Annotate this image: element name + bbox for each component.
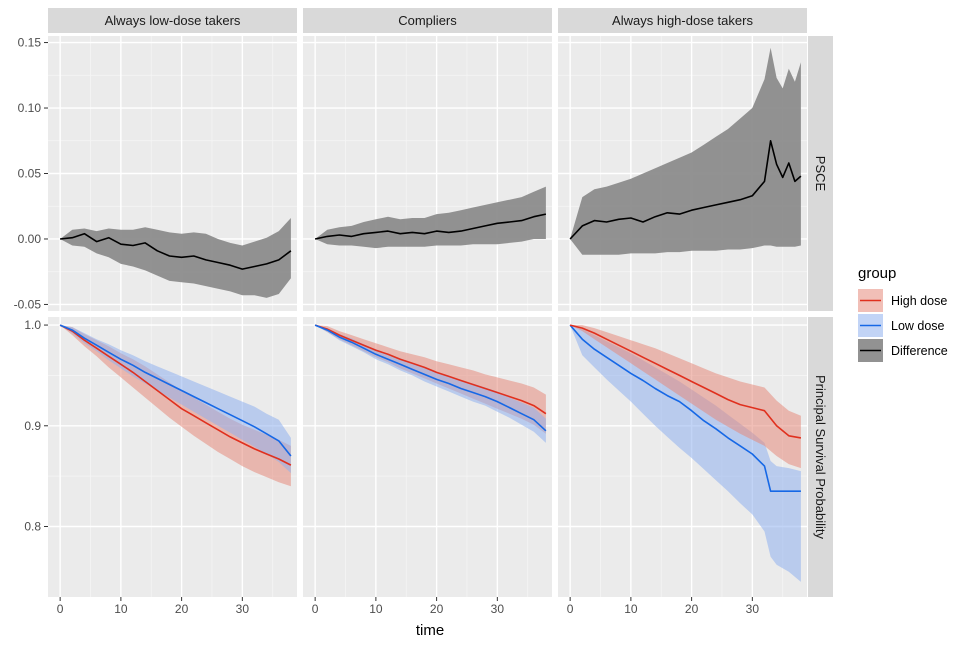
panel-principal-survival-probability-always-low-dose-takers <box>48 317 297 597</box>
strip-background <box>808 36 833 311</box>
y-tick-label: 0.15 <box>18 36 42 50</box>
legend-label: Low dose <box>891 319 945 333</box>
y-tick-label: -0.05 <box>14 297 42 311</box>
series-line-low-dose <box>314 324 547 432</box>
strip-background <box>558 8 807 33</box>
strip-always-low-dose-takers: Always low-dose takers <box>48 8 297 33</box>
panel-psce-compliers <box>303 36 552 311</box>
x-tick-label: 10 <box>624 602 638 616</box>
x-axis-title: time <box>416 622 444 639</box>
strip-label: Principal Survival Probability <box>813 375 828 540</box>
strip-always-high-dose-takers: Always high-dose takers <box>558 8 807 33</box>
series-line-low-dose <box>569 324 801 492</box>
x-tick-label: 30 <box>746 602 760 616</box>
legend-item-high-dose: High dose <box>858 289 947 312</box>
legend-item-low-dose: Low dose <box>858 314 945 337</box>
series-line-high-dose <box>314 324 547 415</box>
ci-ribbon-low-dose <box>570 325 801 582</box>
y-tick-label: 0.9 <box>24 419 41 433</box>
strip-label: Always high-dose takers <box>612 13 753 28</box>
legend-item-difference: Difference <box>858 339 948 362</box>
legend-title: group <box>858 265 896 282</box>
strip-label: Always low-dose takers <box>105 13 241 28</box>
strip-background <box>48 8 297 33</box>
x-tick-label: 20 <box>175 602 189 616</box>
x-tick-label: 20 <box>685 602 699 616</box>
x-tick-label: 0 <box>57 602 64 616</box>
panel-principal-survival-probability-always-high-dose-takers <box>558 317 807 597</box>
series-line-high-dose <box>569 324 802 439</box>
strip-principal-survival-probability: Principal Survival Probability <box>808 317 833 597</box>
series-line-high-dose <box>59 324 292 466</box>
y-tick-label: 1.0 <box>24 318 41 332</box>
x-tick-label: 30 <box>236 602 250 616</box>
series-line-difference <box>569 140 802 240</box>
axes: -0.05 0.00 0.05 0.10 0.15 0.8 0.9 1.0 0 10 20 30 0 10… <box>14 36 760 616</box>
x-tick-label: 0 <box>312 602 319 616</box>
y-tick-label: 0.00 <box>18 232 42 246</box>
strip-psce: PSCE <box>808 36 833 311</box>
x-tick-label: 10 <box>114 602 128 616</box>
panel-psce-always-high-dose-takers <box>558 36 807 311</box>
ci-ribbon-high-dose <box>570 325 801 469</box>
ci-ribbon-difference <box>570 47 801 255</box>
x-tick-label: 0 <box>567 602 574 616</box>
strip-background <box>303 8 552 33</box>
x-tick-label: 20 <box>430 602 444 616</box>
legend: group High dose Low dose Difference <box>858 265 948 362</box>
legend-label: Difference <box>891 344 948 358</box>
series-line-difference <box>314 213 547 240</box>
x-tick-label: 30 <box>491 602 505 616</box>
ci-ribbon-low-dose <box>315 325 546 443</box>
x-tick-label: 10 <box>369 602 383 616</box>
panel-principal-survival-probability-compliers <box>303 317 552 597</box>
strip-compliers: Compliers <box>303 8 552 33</box>
y-tick-label: 0.8 <box>24 519 41 533</box>
panel-psce-always-low-dose-takers <box>48 36 297 311</box>
legend-label: High dose <box>891 294 947 308</box>
strip-label: PSCE <box>813 156 828 192</box>
strip-label: Compliers <box>398 13 457 28</box>
panels <box>48 36 807 597</box>
series-line-difference <box>60 232 292 270</box>
y-tick-label: 0.05 <box>18 167 42 181</box>
strip-background <box>808 317 833 597</box>
ci-ribbon-difference <box>60 218 291 298</box>
series-line-low-dose <box>59 324 292 457</box>
facet-strips: Always low-dose takers Compliers Always hi… <box>48 8 833 597</box>
y-tick-label: 0.10 <box>18 101 42 115</box>
